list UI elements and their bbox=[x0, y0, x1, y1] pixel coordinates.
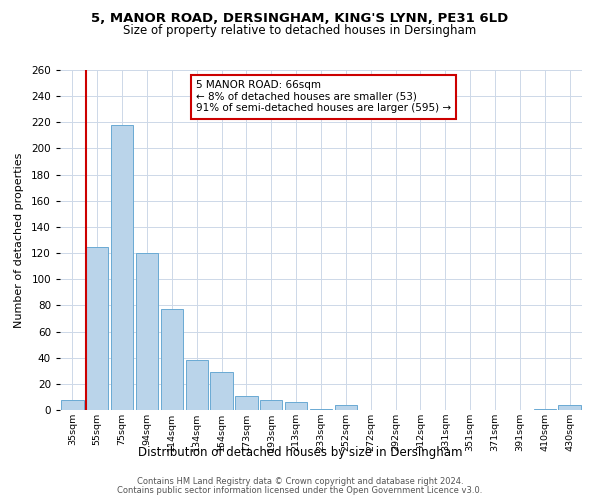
Bar bbox=[86, 246, 109, 410]
Bar bbox=[559, 405, 581, 410]
Bar bbox=[111, 125, 133, 410]
Bar bbox=[136, 253, 158, 410]
Bar bbox=[61, 400, 83, 410]
Text: Contains HM Land Registry data © Crown copyright and database right 2024.: Contains HM Land Registry data © Crown c… bbox=[137, 477, 463, 486]
Bar bbox=[211, 372, 233, 410]
Text: 5 MANOR ROAD: 66sqm
← 8% of detached houses are smaller (53)
91% of semi-detache: 5 MANOR ROAD: 66sqm ← 8% of detached hou… bbox=[196, 80, 451, 114]
Bar bbox=[260, 400, 283, 410]
Bar bbox=[185, 360, 208, 410]
Text: Distribution of detached houses by size in Dersingham: Distribution of detached houses by size … bbox=[138, 446, 462, 459]
Text: Contains public sector information licensed under the Open Government Licence v3: Contains public sector information licen… bbox=[118, 486, 482, 495]
Bar bbox=[310, 408, 332, 410]
Text: 5, MANOR ROAD, DERSINGHAM, KING'S LYNN, PE31 6LD: 5, MANOR ROAD, DERSINGHAM, KING'S LYNN, … bbox=[91, 12, 509, 26]
Bar bbox=[235, 396, 257, 410]
Bar bbox=[161, 310, 183, 410]
Y-axis label: Number of detached properties: Number of detached properties bbox=[14, 152, 24, 328]
Bar bbox=[285, 402, 307, 410]
Text: Size of property relative to detached houses in Dersingham: Size of property relative to detached ho… bbox=[124, 24, 476, 37]
Bar bbox=[335, 405, 357, 410]
Bar bbox=[533, 408, 556, 410]
